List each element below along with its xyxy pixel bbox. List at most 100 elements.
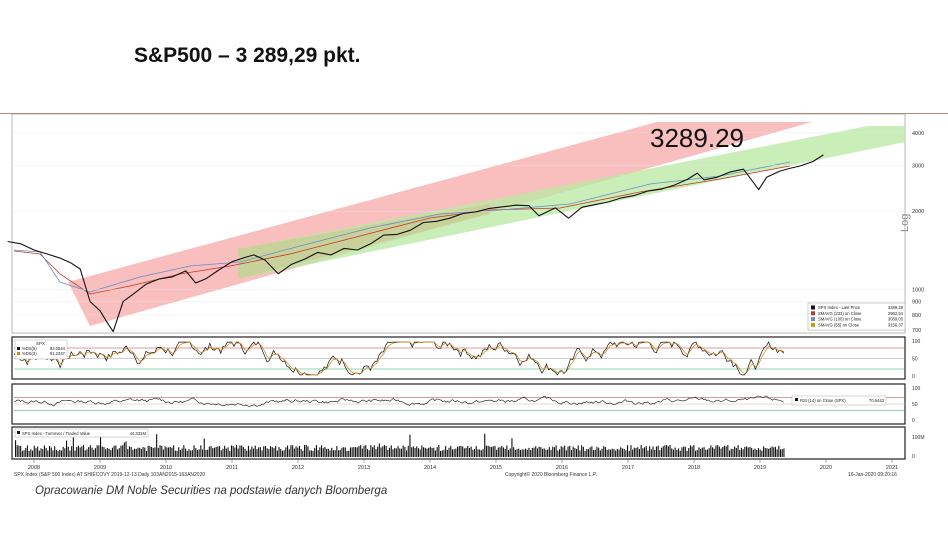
rsi-line xyxy=(13,395,784,407)
volume-bar xyxy=(373,445,375,457)
volume-bar xyxy=(287,445,289,457)
volume-bar xyxy=(378,443,380,457)
volume-bar xyxy=(698,447,700,457)
legend-series-value: 3156.37 xyxy=(888,322,904,327)
volume-bar xyxy=(647,450,649,457)
volume-bar xyxy=(222,448,224,457)
volume-bar xyxy=(528,447,530,457)
volume-bar xyxy=(79,447,81,457)
volume-bar xyxy=(627,445,629,457)
volume-bar xyxy=(497,447,499,457)
volume-bar xyxy=(468,447,470,457)
volume-bar xyxy=(64,448,66,457)
volume-bar xyxy=(89,445,91,457)
volume-bar xyxy=(746,446,748,457)
volume-legend-swatch xyxy=(17,431,20,434)
volume-bar xyxy=(84,450,86,457)
volume-bar xyxy=(23,450,25,457)
volume-bar xyxy=(341,447,343,457)
volume-bar xyxy=(387,449,389,457)
volume-bar xyxy=(523,449,525,457)
volume-bar xyxy=(618,449,620,457)
volume-bar xyxy=(740,447,742,457)
volume-bar xyxy=(757,448,759,457)
volume-bar xyxy=(632,449,634,457)
volume-bar xyxy=(161,445,163,457)
volume-bar xyxy=(657,445,659,457)
volume-bar xyxy=(570,449,572,457)
volume-bar xyxy=(734,446,736,457)
volume-bar xyxy=(292,445,294,457)
volume-bar xyxy=(264,445,266,457)
volume-bar xyxy=(179,449,181,457)
volume-bar xyxy=(531,447,533,457)
volume-bar xyxy=(113,445,115,457)
volume-bar xyxy=(406,450,408,457)
volume-bar xyxy=(569,445,571,457)
volume-bar xyxy=(553,447,555,457)
volume-bar xyxy=(419,449,421,457)
volume-bar xyxy=(681,447,683,457)
volume-bar xyxy=(395,448,397,457)
volume-bar xyxy=(591,446,593,457)
volume-bar xyxy=(679,450,681,457)
log-axis-label: Log xyxy=(899,214,911,232)
legend-swatch xyxy=(811,322,815,327)
volume-bar xyxy=(557,450,559,457)
volume-bar xyxy=(542,448,544,457)
volume-bar xyxy=(365,445,367,457)
volume-bar xyxy=(761,450,763,457)
volume-bar xyxy=(565,450,567,457)
volume-bar xyxy=(263,446,265,457)
volume-bar xyxy=(300,449,302,457)
volume-bar xyxy=(191,450,193,457)
volume-bar xyxy=(712,447,714,457)
volume-bar xyxy=(353,447,355,457)
volume-bar xyxy=(290,445,292,457)
volume-bar xyxy=(174,450,176,457)
x-tick-label: 2014 xyxy=(424,465,436,471)
volume-bar xyxy=(324,446,326,457)
rsi-y-tick-label: 100 xyxy=(912,386,921,392)
volume-bar xyxy=(278,447,280,457)
volume-bar xyxy=(465,447,467,457)
volume-bar xyxy=(326,448,328,457)
volume-bar xyxy=(474,449,476,457)
volume-bar xyxy=(52,450,54,457)
volume-bar xyxy=(615,450,617,457)
volume-bar xyxy=(69,450,71,457)
volume-bar xyxy=(776,449,778,457)
volume-bar xyxy=(689,445,691,457)
volume-bar xyxy=(426,448,428,457)
volume-bar xyxy=(533,447,535,457)
volume-bar xyxy=(118,448,120,457)
volume-bar xyxy=(110,450,112,457)
volume-bar xyxy=(460,445,462,457)
volume-bar xyxy=(774,446,776,457)
volume-bar xyxy=(494,445,496,457)
volume-bar xyxy=(621,448,623,457)
volume-bar xyxy=(417,448,419,457)
volume-bar xyxy=(638,449,640,457)
volume-bar xyxy=(720,448,722,457)
volume-bar xyxy=(394,448,396,457)
volume-bar xyxy=(458,446,460,457)
volume-bar xyxy=(547,449,549,457)
volume-bar xyxy=(246,450,248,457)
volume-bar xyxy=(508,450,510,457)
volume-bar xyxy=(305,445,307,457)
volume-bar xyxy=(764,447,766,457)
volume-bar xyxy=(142,447,144,457)
volume-bar xyxy=(773,447,775,457)
x-tick-label: 2017 xyxy=(622,465,634,471)
volume-bar xyxy=(236,445,238,457)
volume-bar xyxy=(574,448,576,457)
volume-bar xyxy=(608,449,610,457)
volume-bar xyxy=(106,448,108,457)
rsi-legend: RSI (14) on Close (SPX) 70.6443 xyxy=(791,395,887,406)
volume-bar xyxy=(727,445,729,457)
volume-bar xyxy=(212,448,214,457)
volume-bar xyxy=(399,448,401,457)
volume-bar xyxy=(196,449,198,457)
volume-bar xyxy=(297,447,299,457)
